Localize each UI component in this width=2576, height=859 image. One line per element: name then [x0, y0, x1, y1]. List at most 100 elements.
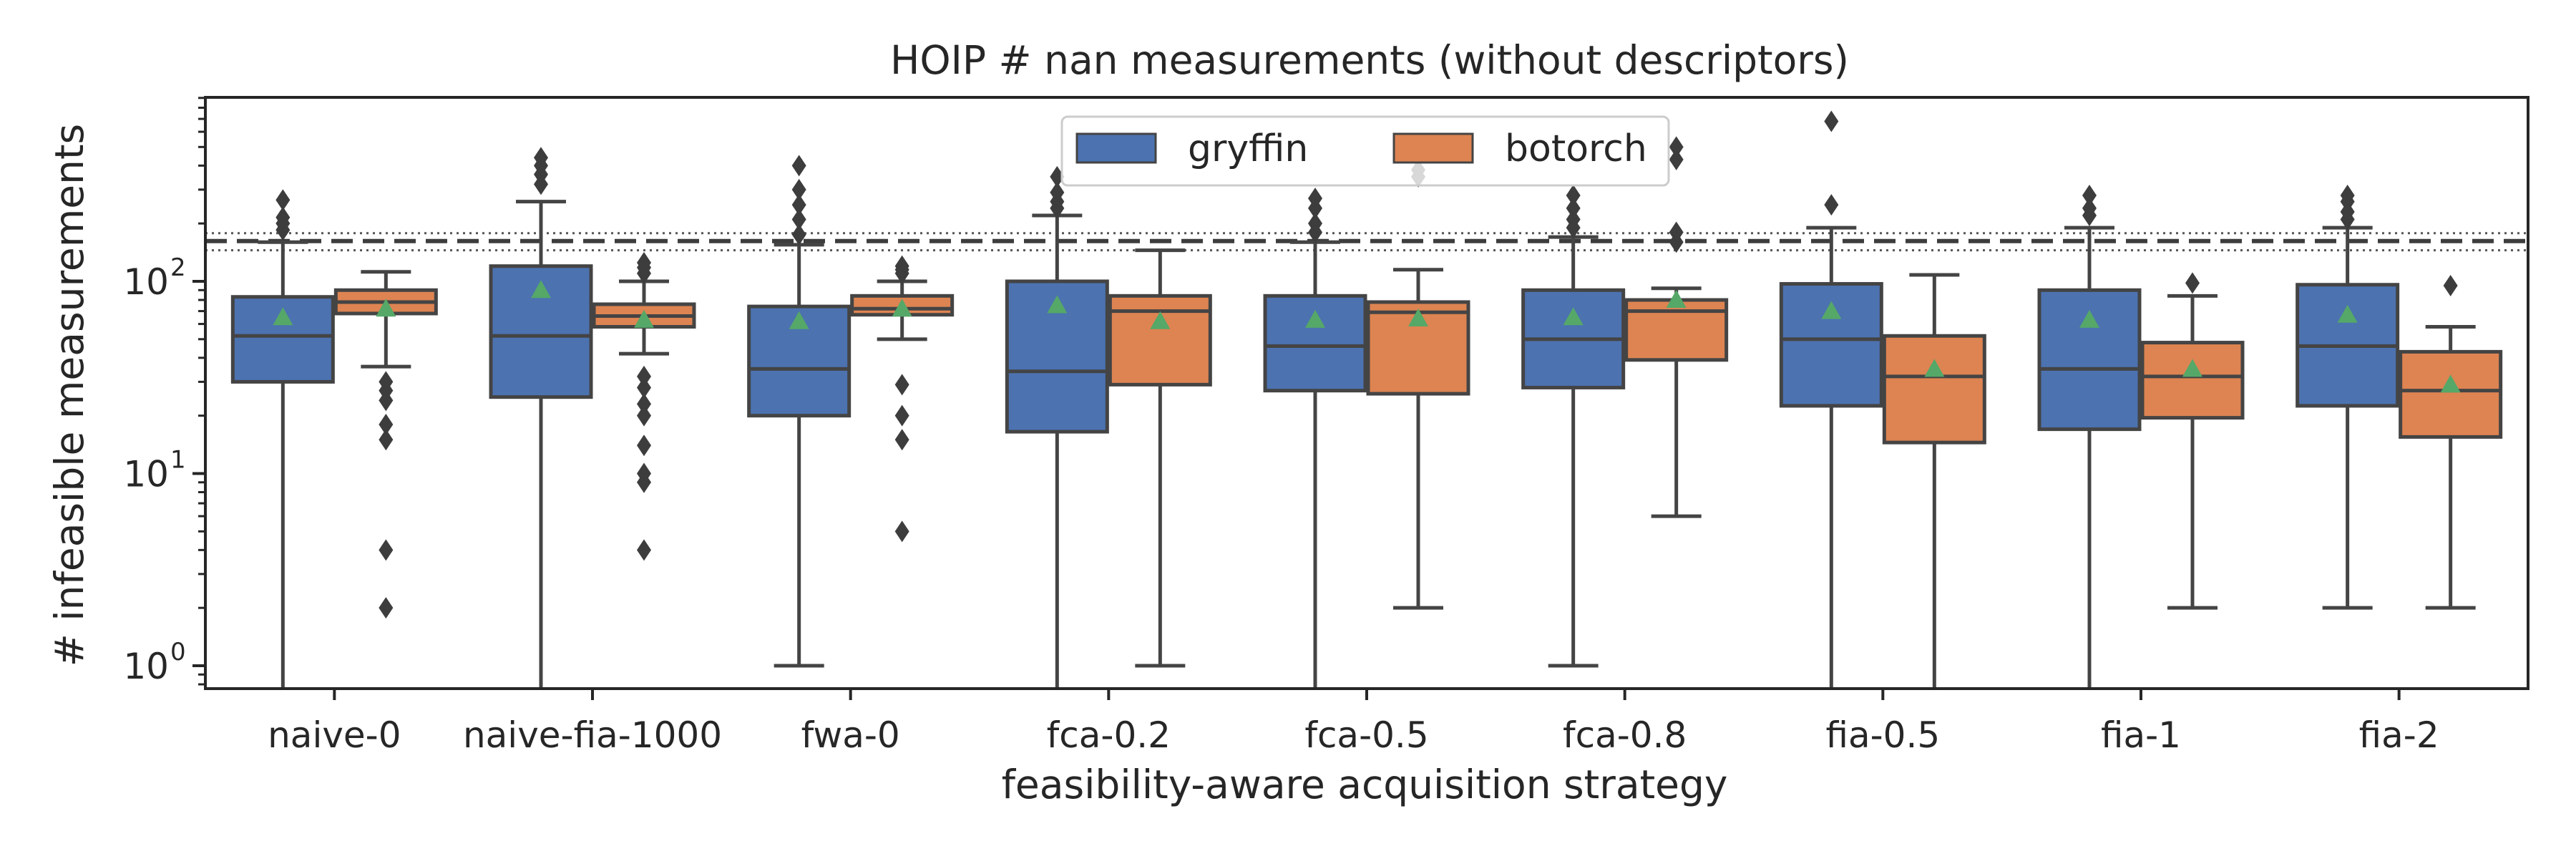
- box-outlier: [1824, 110, 1839, 132]
- y-tick-label: 10: [123, 646, 169, 687]
- x-tick-label: fia-1: [2101, 714, 2181, 756]
- box-outlier: [1308, 213, 1322, 235]
- y-tick-exponent: 2: [170, 253, 186, 282]
- box-gryffin-fia-2: [2296, 184, 2400, 610]
- box-mean-marker: [1150, 311, 1171, 329]
- box-mean-marker: [1666, 290, 1687, 309]
- box-outlier: [275, 189, 291, 211]
- y-axis-label: # infeasible measurements: [47, 124, 92, 666]
- box-botorch-fia-1: [2140, 272, 2245, 610]
- box-outlier: [791, 178, 806, 200]
- box-outlier: [2082, 197, 2097, 219]
- box-gryffin-fca-0.5: [1263, 188, 1367, 689]
- legend: gryffin botorch: [1060, 115, 1670, 187]
- plot-area: [204, 96, 2529, 690]
- legend-label-botorch: botorch: [1505, 127, 1647, 170]
- x-tick-label: fia-2: [2359, 714, 2439, 756]
- box-outlier: [1566, 197, 1581, 219]
- box-outlier: [1308, 188, 1322, 210]
- box-outlier: [637, 539, 651, 561]
- x-tick-label: naive-fia-1000: [463, 714, 722, 756]
- box-gryffin-fca-0.2: [1005, 165, 1109, 689]
- box-mean-marker: [376, 299, 396, 317]
- box-outlier: [1566, 208, 1581, 230]
- box-mean-marker: [789, 311, 809, 329]
- box-gryffin-fia-0.5: [1779, 110, 1883, 689]
- box-outlier: [1669, 136, 1684, 158]
- box-outlier: [637, 393, 651, 415]
- chart-title: HOIP # nan measurements (without descrip…: [890, 37, 1849, 83]
- y-tick-label: 10: [123, 454, 169, 495]
- box-outlier: [894, 255, 909, 277]
- box-outlier: [1669, 221, 1684, 243]
- box-outlier: [379, 413, 394, 435]
- box-mean-marker: [892, 299, 912, 317]
- box-outlier: [1050, 181, 1065, 203]
- box-outlier: [894, 429, 909, 451]
- box-botorch-fwa-0: [850, 255, 955, 543]
- box-gryffin-fwa-0: [747, 155, 852, 668]
- box-outlier: [637, 251, 651, 273]
- y-tick-label: 10: [123, 261, 169, 303]
- box-outlier: [637, 462, 651, 485]
- x-tick-label: fwa-0: [801, 714, 900, 756]
- box-gryffin-naive-fia-1000: [489, 147, 593, 689]
- box-mean-marker: [2337, 304, 2358, 323]
- box-outlier: [379, 371, 394, 393]
- y-tick-exponent: 1: [170, 446, 186, 475]
- box-iqr: [1882, 334, 1986, 445]
- box-outlier: [275, 206, 291, 228]
- box-outlier: [1566, 184, 1581, 206]
- x-axis-label: feasibility-aware acquisition strategy: [1002, 762, 1728, 807]
- legend-swatch-gryffin: [1075, 132, 1157, 164]
- box-iqr: [1108, 293, 1212, 387]
- box-outlier: [2443, 274, 2458, 296]
- legend-box: [1060, 115, 1670, 187]
- box-outlier: [637, 404, 651, 427]
- box-gryffin-fia-1: [2037, 184, 2142, 689]
- box-outlier: [379, 539, 394, 561]
- box-outlier: [2082, 184, 2097, 206]
- box-mean-marker: [1408, 309, 1428, 327]
- box-botorch-fia-2: [2399, 274, 2503, 610]
- box-outlier: [791, 223, 806, 246]
- box-gryffin-naive-0: [230, 189, 335, 689]
- box-mean-marker: [273, 307, 293, 326]
- box-gryffin-fca-0.8: [1521, 184, 1626, 668]
- box-iqr: [1624, 298, 1729, 362]
- x-tick-label: fca-0.2: [1047, 714, 1171, 756]
- box-botorch-fca-0.8: [1624, 136, 1729, 518]
- box-outlier: [2340, 184, 2355, 206]
- box-mean-marker: [2182, 359, 2202, 377]
- box-botorch-fca-0.2: [1108, 248, 1212, 668]
- box-botorch-naive-0: [333, 270, 438, 619]
- box-mean-marker: [2440, 374, 2461, 393]
- x-tick-label: naive-0: [268, 714, 401, 756]
- box-iqr: [2140, 341, 2245, 420]
- box-outlier: [637, 365, 651, 387]
- box-iqr: [1263, 293, 1367, 393]
- box-mean-marker: [531, 280, 551, 299]
- box-iqr: [2399, 349, 2503, 439]
- box-outlier: [2185, 272, 2200, 294]
- box-outlier: [791, 208, 806, 230]
- y-tick-exponent: 0: [170, 638, 186, 666]
- box-outlier: [791, 155, 806, 177]
- box-mean-marker: [1563, 307, 1584, 326]
- box-outlier: [894, 374, 909, 396]
- box-mean-marker: [1047, 295, 1068, 314]
- x-tick-label: fia-0.5: [1825, 714, 1940, 756]
- box-botorch-naive-fia-1000: [592, 251, 696, 561]
- box-outlier: [379, 429, 394, 451]
- box-outlier: [1824, 194, 1839, 216]
- box-outlier: [1050, 165, 1065, 188]
- x-tick-label: fca-0.5: [1304, 714, 1428, 756]
- box-outlier: [379, 597, 394, 619]
- box-mean-marker: [634, 309, 654, 328]
- box-outlier: [637, 435, 651, 457]
- x-tick-label: fca-0.8: [1563, 714, 1687, 756]
- box-mean-marker: [1821, 301, 1842, 319]
- box-outlier: [894, 520, 909, 543]
